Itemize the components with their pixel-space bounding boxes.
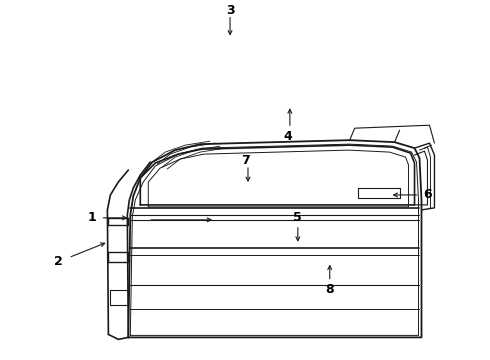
Text: 5: 5 [294, 211, 302, 224]
Text: 6: 6 [423, 188, 432, 202]
Text: 8: 8 [325, 283, 334, 296]
Text: 2: 2 [54, 255, 63, 268]
Text: 4: 4 [284, 130, 292, 143]
Text: 1: 1 [88, 211, 97, 224]
Text: 3: 3 [226, 4, 234, 17]
Text: 7: 7 [242, 154, 250, 167]
